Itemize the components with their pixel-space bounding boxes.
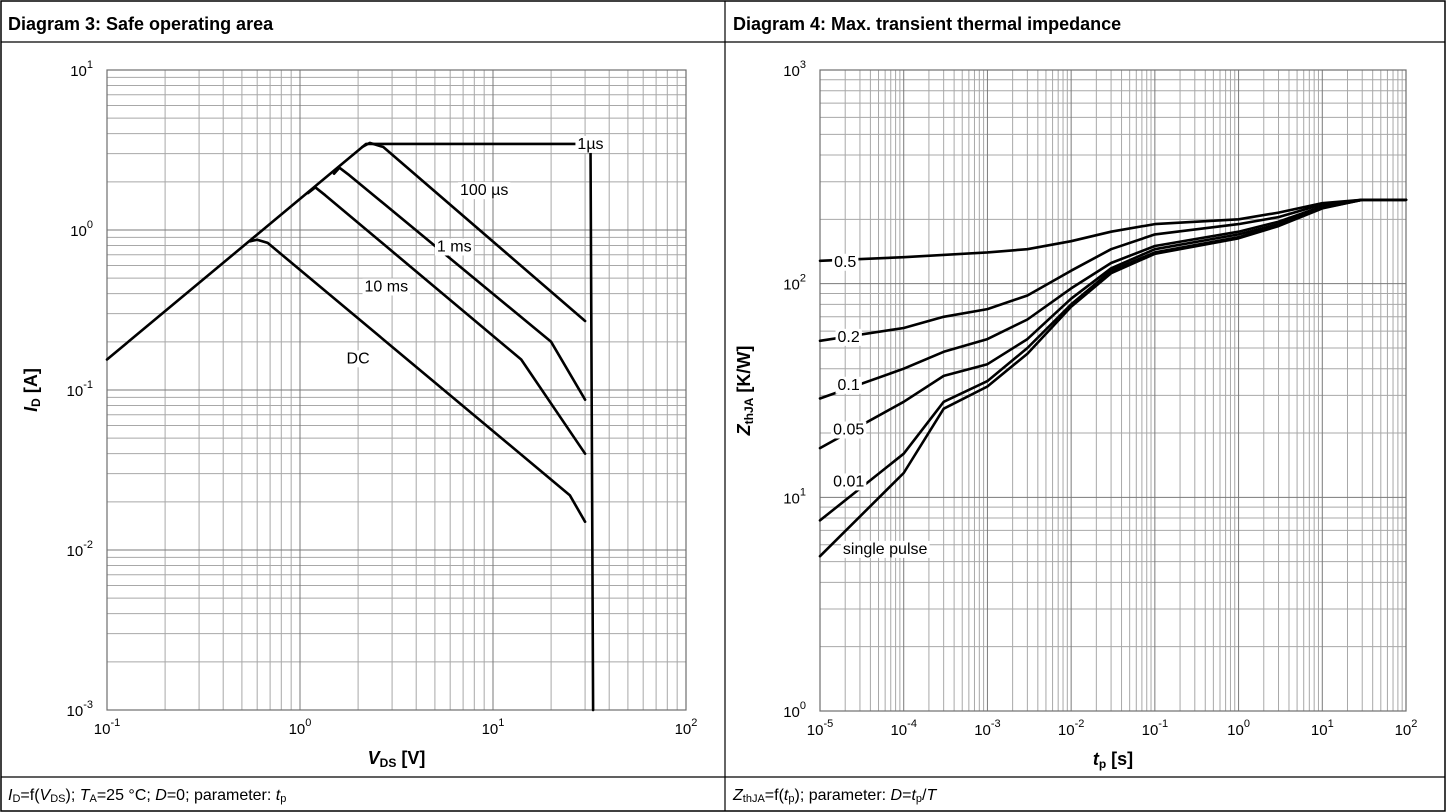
series-label-100-s: 100 µs bbox=[460, 182, 508, 199]
series-label-bg bbox=[832, 253, 859, 271]
y-axis-label: ID [A] bbox=[21, 368, 43, 412]
x-tick-label: 10-5 bbox=[807, 718, 833, 739]
series-lines bbox=[105, 141, 595, 712]
right-panel-title: Diagram 4: Max. transient thermal impeda… bbox=[733, 14, 1121, 34]
series-line-0-2 bbox=[818, 198, 1408, 343]
left-panel-caption: ID=f(VDS); TA=25 °C; D=0; parameter: tp bbox=[8, 787, 286, 805]
series-label-dc: DC bbox=[347, 350, 370, 367]
series-label-0-01: 0.01 bbox=[833, 473, 864, 490]
series-label-bg bbox=[831, 473, 867, 491]
x-tick-label: 102 bbox=[675, 717, 698, 738]
series-label-10-ms: 10 ms bbox=[365, 278, 409, 295]
y-axis-label: ZthJA [K/W] bbox=[734, 346, 756, 437]
series-line-single-pulse bbox=[818, 198, 1408, 558]
y-tick-label: 101 bbox=[70, 59, 93, 80]
x-tick-label: 10-3 bbox=[974, 718, 1000, 739]
plot-area-border bbox=[819, 69, 1407, 712]
series-label-bg bbox=[344, 350, 372, 368]
x-tick-label: 10-1 bbox=[94, 717, 120, 738]
series-label-bg bbox=[434, 238, 474, 256]
y-tick-label: 10-2 bbox=[67, 539, 93, 560]
x-tick-label: 101 bbox=[1311, 718, 1334, 739]
soa-chart: 10-1 100 101 102 10-3 10-2 10-1 100 101 VDS [V] ID… bbox=[21, 59, 697, 770]
x-axis-label: VDS [V] bbox=[368, 748, 426, 770]
series-line-1-ms bbox=[332, 166, 587, 401]
series-label-0-1: 0.1 bbox=[838, 377, 860, 394]
series-labels: 0.5 0.2 0.1 0.05 0.01 single pulse bbox=[831, 253, 930, 558]
series-label-1-ms: 1 ms bbox=[437, 239, 472, 256]
series-line-1-s bbox=[105, 142, 595, 712]
series-line-10-ms bbox=[306, 186, 587, 455]
y-tick-label: 103 bbox=[783, 59, 806, 80]
series-label-0-05: 0.05 bbox=[833, 421, 864, 438]
series-label-bg bbox=[831, 421, 867, 439]
series-labels: 1µs 100 µs 1 ms 10 ms DC bbox=[344, 135, 606, 368]
grid bbox=[819, 69, 1407, 712]
y-tick-label: 10-1 bbox=[67, 379, 93, 400]
plot-area-border bbox=[106, 69, 687, 711]
series-label-0-5: 0.5 bbox=[834, 254, 856, 271]
x-tick-label: 10-2 bbox=[1058, 718, 1084, 739]
x-tick-label: 100 bbox=[1227, 718, 1250, 739]
x-axis-label: tp [s] bbox=[1093, 749, 1133, 771]
grid bbox=[106, 69, 687, 711]
left-panel-title: Diagram 3: Safe operating area bbox=[8, 14, 274, 34]
series-line-dc bbox=[248, 238, 587, 524]
series-label-bg bbox=[835, 328, 862, 346]
series-label-bg bbox=[840, 540, 930, 558]
series-label-1-s: 1µs bbox=[577, 136, 603, 153]
y-tick-label: 100 bbox=[783, 700, 806, 721]
series-label-bg bbox=[575, 135, 606, 153]
y-tick-label: 10-3 bbox=[67, 699, 93, 720]
right-panel-caption: ZthJA=f(tp); parameter: D=tp/T bbox=[732, 787, 937, 805]
series-label-bg bbox=[362, 278, 411, 296]
series-lines bbox=[818, 198, 1408, 558]
series-label-bg bbox=[457, 182, 511, 200]
x-tick-label: 102 bbox=[1395, 718, 1418, 739]
series-label-0-2: 0.2 bbox=[838, 329, 860, 346]
thermal-impedance-chart: 10-5 10-4 10-3 10-2 10-1 100 101 102 100 101 102 10… bbox=[734, 59, 1417, 771]
series-label-single-pulse: single pulse bbox=[843, 541, 928, 558]
series-label-bg bbox=[835, 376, 862, 394]
x-tick-label: 100 bbox=[289, 717, 312, 738]
x-tick-label: 101 bbox=[482, 717, 505, 738]
x-tick-label: 10-4 bbox=[890, 718, 916, 739]
y-tick-label: 100 bbox=[70, 219, 93, 240]
y-tick-label: 101 bbox=[783, 486, 806, 507]
x-tick-label: 10-1 bbox=[1142, 718, 1168, 739]
series-line-100-s bbox=[360, 141, 587, 323]
y-tick-label: 102 bbox=[783, 273, 806, 294]
